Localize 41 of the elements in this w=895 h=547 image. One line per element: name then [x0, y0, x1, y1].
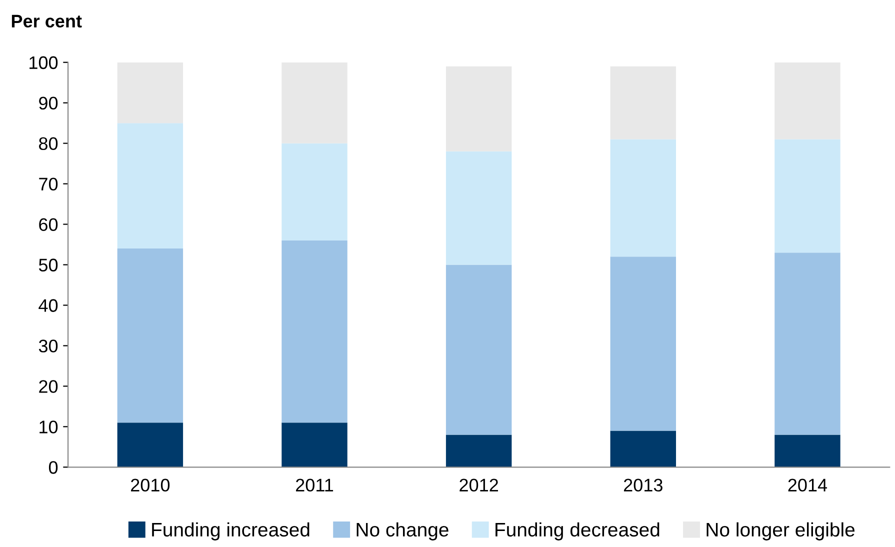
legend-label: Funding decreased: [496, 522, 660, 540]
bar: [610, 256, 676, 431]
y-tick-label: 10: [40, 420, 58, 434]
bar: [610, 66, 676, 140]
y-tick-label: 60: [39, 218, 58, 231]
legend-label: No change: [356, 522, 448, 540]
bar: [282, 62, 348, 144]
bar: [446, 66, 512, 152]
bar: [282, 143, 348, 240]
y-tick-label: 0: [48, 461, 58, 474]
bar: [774, 252, 840, 435]
bar: [610, 430, 676, 468]
y-tick-label: 90: [39, 96, 58, 110]
y-tick-label: 50: [38, 258, 58, 272]
y-tick-label: 80: [39, 137, 58, 150]
y-tick-label: 30: [38, 340, 58, 352]
x-tick-label: 2014: [788, 478, 828, 492]
y-tick-label: 70: [39, 178, 58, 191]
x-tick-label: 2012: [460, 478, 498, 492]
bar: [774, 139, 840, 253]
bar: [446, 151, 512, 265]
y-tick-label: 20: [39, 380, 58, 393]
bar: [610, 139, 676, 257]
x-tick-label: 2010: [131, 478, 170, 492]
legend-label: No longer eligible: [706, 522, 855, 540]
bar: [117, 422, 184, 468]
y-tick-label: 100: [30, 56, 58, 70]
bar: [117, 123, 184, 249]
x-tick-label: 2013: [624, 478, 662, 492]
bar: [774, 434, 840, 468]
legend-label: Funding increased: [152, 522, 310, 540]
y-axis-title: Per cent: [12, 14, 82, 28]
bar: [282, 422, 348, 468]
bar: [446, 434, 512, 468]
bar: [774, 62, 840, 140]
bar: [446, 264, 512, 435]
y-tick-label: 40: [38, 299, 58, 312]
x-tick-label: 2011: [296, 478, 334, 492]
bar: [117, 62, 184, 124]
bar: [282, 240, 348, 423]
bar: [117, 248, 184, 423]
